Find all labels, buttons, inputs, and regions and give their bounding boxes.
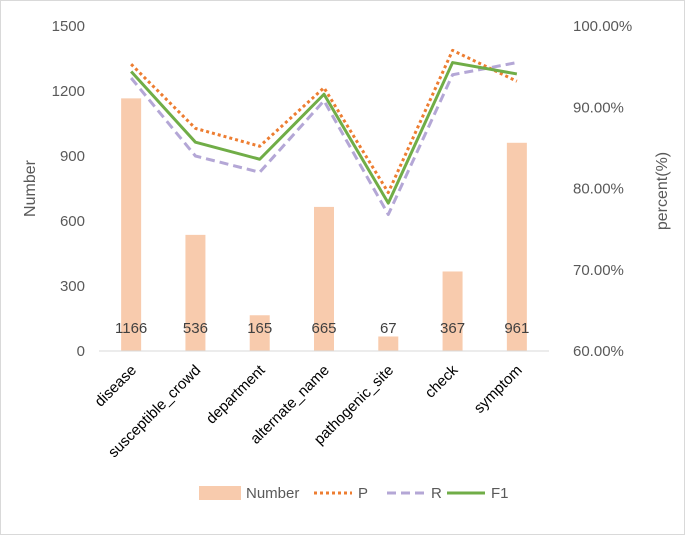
y-tick-label: 600 [60,213,85,230]
y2-tick-label: 90.00% [573,99,624,116]
y2-tick-label: 100.00% [573,18,632,35]
legend-label-r: R [431,485,442,502]
legend-label-number: Number [246,485,299,502]
bar-data-label: 665 [311,320,336,337]
legend-label-f1: F1 [491,485,509,502]
bar-data-label: 536 [183,320,208,337]
bar-number [121,98,142,351]
y2-tick-label: 80.00% [573,181,624,198]
y-tick-label: 1200 [52,83,85,100]
y2-tick-label: 70.00% [573,262,624,279]
y-tick-label: 1500 [52,18,85,35]
bar-number [185,234,206,351]
series-line-r [129,61,518,216]
y-tick-label: 300 [60,278,85,295]
x-tick-label: check [422,361,462,401]
x-tick-label: department [203,361,269,427]
y-tick-label: 900 [60,148,85,165]
legend-label-p: P [358,485,368,502]
bar-number [442,271,463,351]
legend-swatch-number [199,486,241,500]
bar-data-label: 1166 [115,320,147,337]
bar-data-label: 165 [247,320,272,337]
bar-number [249,315,270,351]
y-axis-title: Number [22,159,39,217]
series-line-p [130,48,518,195]
bar-number [506,142,527,351]
y2-axis-title: percent(%) [654,152,671,230]
y-tick-label: 0 [77,343,85,360]
bar-number [314,206,334,351]
bar-data-label: 367 [440,320,465,337]
y2-tick-label: 60.00% [573,343,624,360]
x-tick-label: symptom [471,362,526,417]
x-tick-label: disease [91,362,140,411]
series-line-f1 [130,61,518,205]
bar-number [378,336,399,351]
bar-data-label: 961 [504,320,529,337]
bar-data-label: 67 [380,320,397,337]
